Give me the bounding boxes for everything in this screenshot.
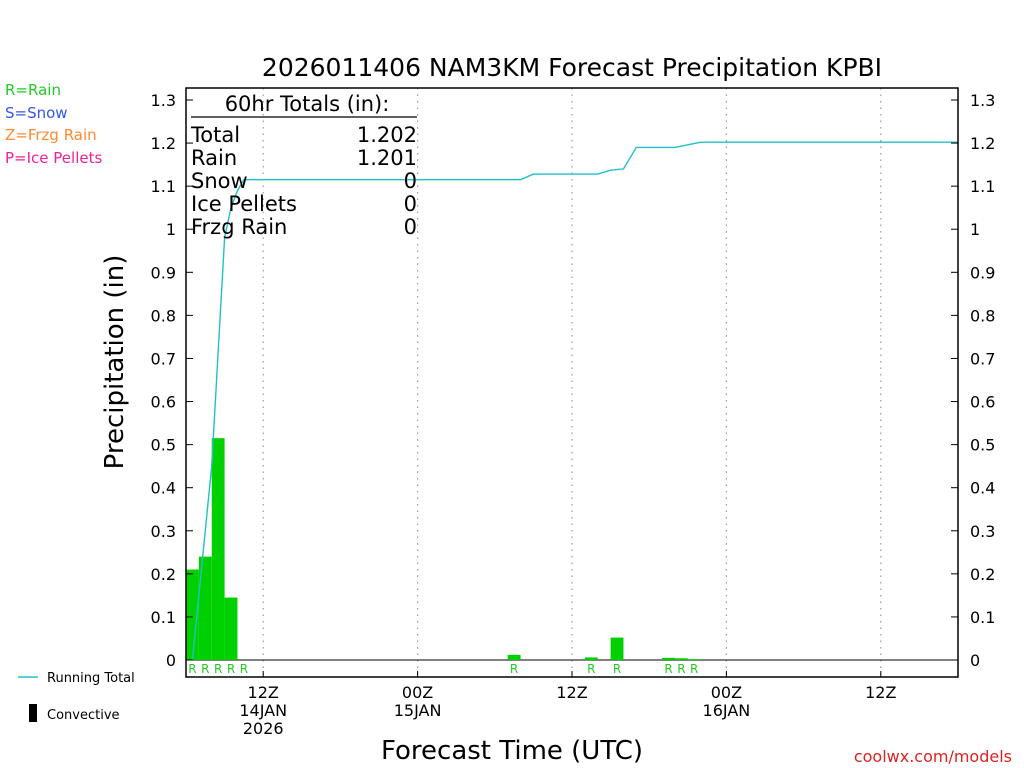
y-tick-label-left: 1.1 [151,177,176,196]
y-tick-label-right: 0.7 [970,349,995,368]
precip-type-label: R [677,662,685,676]
y-tick-label-right: 0.1 [970,608,995,627]
precip-type-label: R [188,662,196,676]
y-tick-label-left: 1 [166,220,176,239]
grid-lines [186,88,958,677]
totals-header: 60hr Totals (in): [225,92,390,116]
precip-type-label: R [240,662,248,676]
chart-title: 2026011406 NAM3KM Forecast Precipitation… [262,53,882,82]
totals-row-value: 1.201 [357,146,417,170]
precip-bar [687,659,701,660]
convective-legend-label: Convective [47,708,120,723]
totals-row-value: 0 [404,215,417,239]
precip-type-label: R [664,662,672,676]
y-tick-label-left: 0.6 [151,393,176,412]
y-tick-label-right: 1.1 [970,177,995,196]
y-tick-label-left: 0.3 [151,522,176,541]
totals-row-label: Snow [191,169,248,193]
y-tick-label-right: 0.6 [970,393,995,412]
y-tick-label-left: 0.9 [151,263,176,282]
y-tick-label-left: 0 [166,651,176,670]
running-total-series [191,141,958,661]
y-tick-label-left: 0.2 [151,565,176,584]
totals-row-label: Total [190,123,240,147]
precip-bar [584,657,598,660]
totals-row-value: 0 [404,169,417,193]
totals-row-label: Ice Pellets [191,192,297,216]
running-total-legend-label: Running Total [47,671,135,686]
y-tick-label-right: 1.2 [970,134,995,153]
x-tick-label: 16JAN [703,701,751,720]
key-frzg-rain: Z=Frzg Rain [5,126,97,144]
precip-bar [211,438,225,660]
precip-bar [674,658,688,660]
x-tick-label: 00Z [402,683,433,702]
precip-type-label: R [227,662,235,676]
totals-row-label: Frzg Rain [191,215,287,239]
key-rain: R=Rain [5,81,61,99]
convective-swatch [29,704,37,722]
x-tick-label: 12Z [865,683,896,702]
series-legend: Running Total Convective [18,671,135,723]
y-tick-label-right: 1.3 [970,91,995,110]
key-ice-pellets: P=Ice Pellets [5,149,103,167]
x-tick-label: 15JAN [394,701,442,720]
precip-type-label: R [510,662,518,676]
y-tick-label-right: 0.3 [970,522,995,541]
key-snow: S=Snow [5,104,68,122]
y-tick-label-left: 0.5 [151,436,176,455]
precip-type-label: R [201,662,209,676]
precip-bar [610,637,624,660]
y-tick-label-right: 1 [970,220,980,239]
running-total-line [191,141,958,661]
totals-row-label: Rain [191,146,237,170]
precip-type-label: R [690,662,698,676]
x-tick-label: 2026 [243,719,284,738]
x-tick-label: 00Z [711,683,742,702]
y-tick-label-left: 0.7 [151,349,176,368]
precip-type-label: R [613,662,621,676]
precip-type-label: R [214,662,222,676]
x-tick-label: 14JAN [239,701,287,720]
totals-row-value: 1.202 [357,123,417,147]
totals-box: 60hr Totals (in): Total 1.202 Rain 1.201 Sno… [190,92,417,239]
precip-bars [186,438,701,660]
precip-bar [224,597,238,660]
y-tick-label-right: 0.9 [970,263,995,282]
y-tick-label-right: 0.8 [970,306,995,325]
y-tick-label-right: 0.5 [970,436,995,455]
y-tick-label-right: 0 [970,651,980,670]
precip-bar [186,569,199,660]
y-tick-label-left: 0.8 [151,306,176,325]
y-tick-label-left: 0.1 [151,608,176,627]
y-axis-ticks: 0 00.1 0.10.2 0.20.3 0.30.4 0.40.5 0.50.6 0.60.… [151,91,996,670]
x-tick-label: 12Z [556,683,587,702]
credit-text: coolwx.com/models [854,747,1012,766]
y-tick-label-left: 1.3 [151,91,176,110]
precip-bar [662,657,675,660]
totals-row-value: 0 [404,192,417,216]
x-axis-label: Forecast Time (UTC) [381,736,643,766]
y-tick-label-right: 0.2 [970,565,995,584]
x-tick-label: 12Z [248,683,279,702]
precip-bar [198,556,212,660]
precip-type-label: R [587,662,595,676]
y-axis-label: Precipitation (in) [100,255,130,470]
y-tick-label-right: 0.4 [970,479,995,498]
precip-bar [507,654,521,660]
y-tick-label-left: 0.4 [151,479,176,498]
y-tick-label-left: 1.2 [151,134,176,153]
